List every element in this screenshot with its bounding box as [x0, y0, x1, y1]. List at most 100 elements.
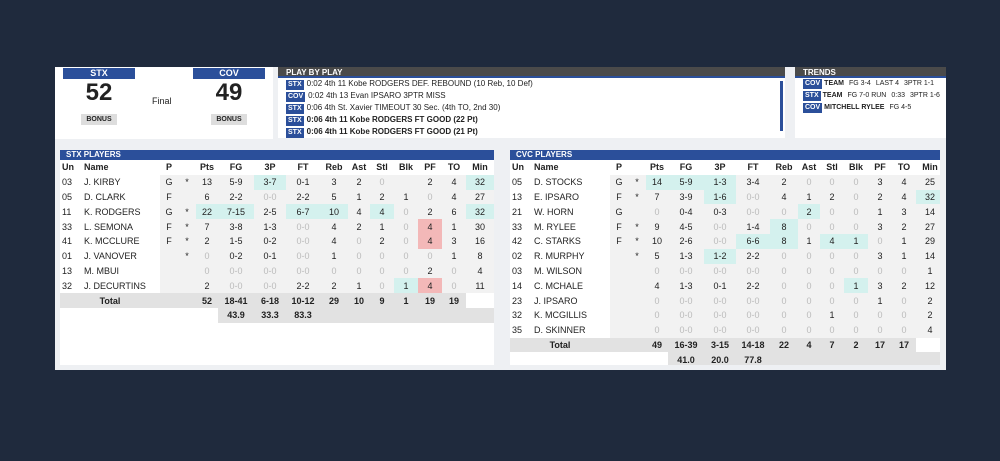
stat-cell: C. MCHALE [534, 280, 584, 291]
team-tag: COV [803, 79, 823, 89]
stat-cell: 14 [916, 204, 940, 220]
cvc-players: CVC PLAYERS Un Name P Pts FG 3P FT Reb Ast Stl Blk… [510, 150, 940, 365]
stat-cell: W. HORN [534, 206, 574, 217]
stat-cell: 1 [868, 204, 892, 220]
pct-cell: 20.0 [704, 352, 736, 365]
trend-stat: FG 7-0 RUN [847, 92, 887, 99]
stat-cell: D. CLARK [84, 191, 126, 202]
stat-cell: 2 [820, 189, 844, 205]
team-tag: STX [803, 91, 821, 101]
home-score: 52 [85, 79, 113, 106]
column-header: Stl [370, 160, 394, 175]
stat-cell: 30 [466, 219, 494, 234]
table-title: STX PLAYERS [60, 150, 494, 160]
stat-cell: 22 [196, 204, 218, 220]
stat-cell: 2 [868, 189, 892, 205]
stat-cell: 0-0 [736, 293, 770, 308]
stat-cell: 33 [62, 221, 73, 232]
total-cell: 52 [196, 293, 218, 308]
column-header [628, 160, 646, 175]
stat-cell: 0-1 [286, 174, 320, 190]
stat-cell: 2 [370, 189, 394, 205]
pct-cell [60, 307, 218, 323]
away-bonus: BONUS [211, 114, 247, 125]
stat-cell: 2 [196, 233, 218, 249]
stat-cell: G [610, 204, 628, 220]
stat-cell: 03 [62, 177, 73, 188]
stat-cell: 3-7 [254, 174, 286, 190]
stat-cell: 0 [820, 219, 844, 234]
section-title: TRENDS [795, 67, 946, 78]
team-tag: STX [286, 116, 304, 126]
stat-cell: 1 [916, 263, 940, 279]
stat-cell: 0-0 [668, 263, 704, 279]
stat-cell: * [628, 189, 646, 205]
stat-cell: 1-3 [668, 278, 704, 294]
stat-cell: 0 [844, 189, 868, 205]
stat-cell: 5 [646, 248, 668, 264]
stat-cell: 2-2 [736, 248, 770, 264]
stat-cell: 14 [646, 174, 668, 190]
stat-cell: 0-0 [254, 278, 286, 294]
stat-cell: 2 [348, 219, 370, 234]
stat-cell: 0 [844, 293, 868, 308]
total-row: Total 49 16-39 3-15 14-18 22 4 7 2 17 17 [510, 337, 940, 353]
column-header: FT [736, 160, 770, 175]
stat-cell: * [178, 219, 196, 234]
stat-cell: 0-1 [254, 248, 286, 264]
stat-cell: 0 [770, 293, 798, 308]
total-cell: 18-41 [218, 293, 254, 308]
stat-cell: 0 [348, 263, 370, 279]
stat-cell: 4 [442, 174, 466, 190]
column-header: TO [892, 160, 916, 175]
stat-cell: 0 [770, 263, 798, 279]
stat-cell: 3 [868, 219, 892, 234]
stat-cell: K. MCCLURE [84, 236, 140, 247]
stat-cell: 32 [466, 204, 494, 220]
player-row: 03 M. WILSON 0 0-0 0-0 0-0 0 0 0 0 0 0 1 [510, 263, 940, 279]
column-header: FG [668, 160, 704, 175]
stx-players: STX PLAYERS Un Name P Pts FG 3P FT Reb Ast Stl Blk… [60, 150, 494, 365]
stat-cell: 2 [916, 307, 940, 323]
stat-cell: 2 [892, 278, 916, 294]
stat-cell: 0-2 [254, 233, 286, 249]
stat-cell: 0-0 [286, 233, 320, 249]
stat-cell: 1 [320, 248, 348, 264]
stat-cell: M. RYLEE [534, 221, 576, 232]
stat-cell: J. DECURTINS [84, 280, 146, 291]
team-tag: STX [286, 80, 304, 90]
stat-cell: 0 [798, 248, 820, 264]
stat-cell: 0 [868, 263, 892, 279]
stat-cell: D. STOCKS [534, 177, 583, 188]
stat-cell: 0-0 [736, 322, 770, 338]
stat-cell: 0 [798, 293, 820, 308]
stat-cell: G [610, 174, 628, 190]
stat-cell: J. IPSARO [534, 295, 578, 306]
pct-cell: 33.3 [254, 307, 286, 323]
stat-cell: 0 [868, 322, 892, 338]
player-row: 41 K. MCCLURE F * 2 1-5 0-2 0-0 4 0 2 0 4 3 16 [60, 233, 494, 249]
total-cell: 10 [348, 293, 370, 308]
stat-cell: 25 [916, 174, 940, 190]
stat-cell: 4 [418, 278, 442, 294]
stat-cell: 0 [196, 263, 218, 279]
stat-cell: 1 [820, 307, 844, 323]
stat-cell: 0 [370, 174, 394, 190]
scrollbar[interactable] [780, 81, 783, 131]
stat-cell: 0 [394, 233, 418, 249]
stat-cell: 4 [370, 204, 394, 220]
player-row: 32 J. DECURTINS 2 0-0 0-0 2-2 2 1 0 1 4 0 11 [60, 278, 494, 294]
column-header: Name [82, 160, 160, 175]
total-cell: 16-39 [668, 337, 704, 353]
stat-cell: 16 [466, 233, 494, 249]
stat-cell: 2-2 [286, 278, 320, 294]
stat-cell: 0-0 [254, 189, 286, 205]
stat-cell: 1 [798, 189, 820, 205]
player-row: 05 D. CLARK F 6 2-2 0-0 2-2 5 1 2 1 0 4 27 [60, 189, 494, 205]
stat-cell: 0 [394, 219, 418, 234]
stat-cell: 0 [348, 248, 370, 264]
stat-cell: 42 [512, 236, 523, 247]
player-row: 32 K. MCGILLIS 0 0-0 0-0 0-0 0 0 1 0 0 0 2 [510, 307, 940, 323]
stat-cell: 0-0 [668, 293, 704, 308]
